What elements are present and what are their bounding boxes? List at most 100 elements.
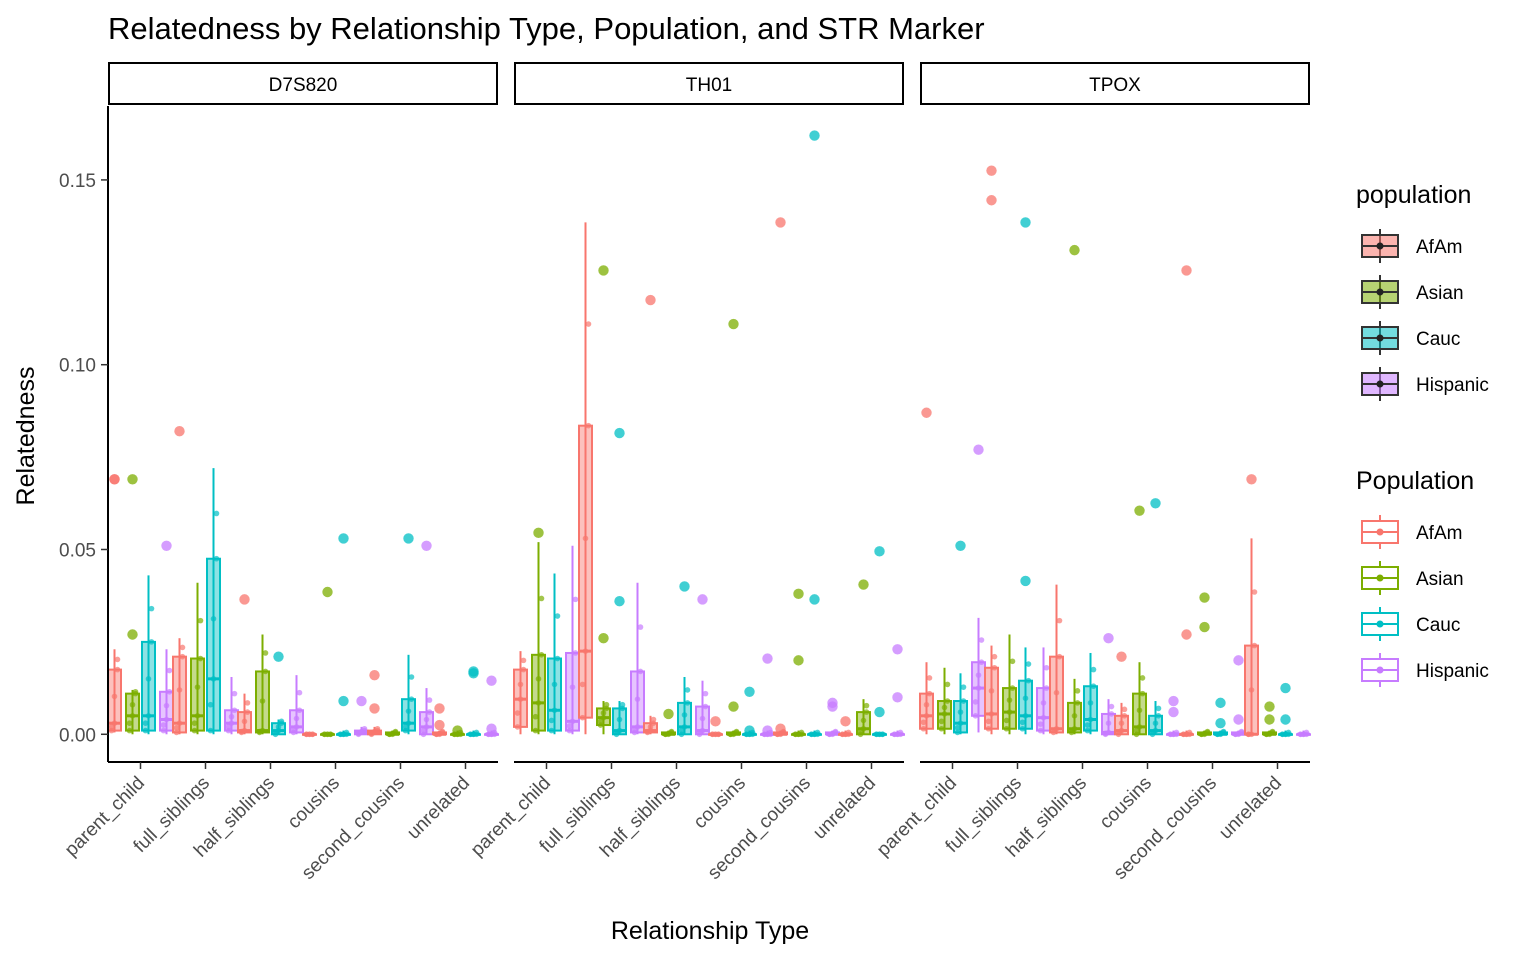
data-point xyxy=(696,729,703,736)
data-point xyxy=(259,698,266,704)
facet-panel-th01: TH01parent_childfull_siblingshalf_siblin… xyxy=(467,62,905,884)
data-point xyxy=(579,714,586,721)
data-point xyxy=(231,690,238,697)
legend-point xyxy=(1376,380,1384,388)
outlier-point xyxy=(744,725,755,736)
x-tick-label: cousins xyxy=(284,773,344,833)
data-point xyxy=(715,731,722,738)
facet-strip-box xyxy=(920,62,1310,105)
data-point xyxy=(926,675,933,681)
data-point xyxy=(1043,685,1050,691)
outlier-point xyxy=(369,669,380,681)
data-point xyxy=(408,696,415,702)
data-point xyxy=(197,655,204,662)
data-point xyxy=(569,718,576,725)
legend-point xyxy=(1376,334,1384,342)
outlier-point xyxy=(273,651,284,662)
data-point xyxy=(514,710,521,716)
data-point xyxy=(1133,727,1140,734)
box-cauc-second_cousins xyxy=(401,533,416,735)
data-point xyxy=(191,720,198,726)
box-afam-second_cousins xyxy=(1179,265,1194,738)
box-asian-full_siblings xyxy=(596,265,611,735)
data-point xyxy=(1022,695,1029,702)
data-point xyxy=(145,676,152,682)
legend-label: Cauc xyxy=(1416,329,1460,350)
data-point xyxy=(132,688,139,695)
box-asian-second_cousins xyxy=(791,588,806,738)
legend-point xyxy=(1376,666,1384,674)
data-point xyxy=(1056,617,1063,624)
data-point xyxy=(262,650,269,656)
outlier-point xyxy=(1280,682,1291,694)
data-point xyxy=(941,704,948,711)
data-point xyxy=(681,712,688,718)
outlier-point xyxy=(421,540,432,551)
data-point xyxy=(1245,731,1252,738)
data-point xyxy=(309,731,316,738)
outlier-point xyxy=(986,165,997,176)
legend-label: Hispanic xyxy=(1416,375,1489,396)
outlier-point xyxy=(356,695,367,707)
box-cauc-full_siblings xyxy=(206,468,221,735)
data-point xyxy=(637,624,644,630)
box-afam-full_siblings xyxy=(984,165,999,735)
data-point xyxy=(114,656,121,663)
data-point xyxy=(290,726,297,733)
outlier-point xyxy=(892,692,903,703)
data-point xyxy=(1248,687,1255,693)
data-point xyxy=(166,688,173,695)
data-point xyxy=(473,729,480,736)
box-asian-second_cousins xyxy=(385,728,400,738)
data-point xyxy=(535,700,542,706)
data-point xyxy=(126,727,133,734)
outlier-point xyxy=(161,540,172,551)
outlier-point xyxy=(1264,714,1275,725)
outlier-point xyxy=(744,686,755,697)
outlier-point xyxy=(369,703,380,714)
outlier-point xyxy=(1103,632,1114,644)
box-hispanic-unrelated xyxy=(484,675,499,738)
outlier-point xyxy=(109,474,120,485)
legend-label: AfAm xyxy=(1416,523,1462,544)
data-point xyxy=(374,725,381,732)
outlier-point xyxy=(127,629,138,640)
outlier-point xyxy=(598,632,609,644)
data-point xyxy=(1074,700,1081,706)
box-afam-half_siblings xyxy=(237,594,252,736)
data-point xyxy=(166,667,173,674)
outlier-point xyxy=(452,725,463,736)
data-point xyxy=(1050,727,1057,734)
box-hispanic-half_siblings xyxy=(695,594,710,738)
data-point xyxy=(1121,706,1128,713)
data-point xyxy=(988,688,995,694)
outlier-point xyxy=(762,725,773,736)
data-point xyxy=(1204,728,1211,735)
data-point xyxy=(142,720,149,726)
outlier-point xyxy=(1134,505,1145,516)
data-point xyxy=(603,701,610,708)
box-iqr xyxy=(206,557,221,732)
data-point xyxy=(1040,700,1047,706)
legend-label: Hispanic xyxy=(1416,661,1489,682)
data-point xyxy=(554,613,561,619)
data-point xyxy=(256,728,263,735)
outlier-point xyxy=(338,533,349,544)
box-asian-cousins xyxy=(320,586,335,738)
data-point xyxy=(991,653,998,660)
data-point xyxy=(173,725,180,731)
box-hispanic-second_cousins xyxy=(825,697,840,738)
data-point xyxy=(439,728,446,735)
box-hispanic-second_cousins xyxy=(1231,655,1246,738)
data-point xyxy=(814,729,821,736)
legend-point xyxy=(1376,574,1384,582)
box-asian-second_cousins xyxy=(1197,592,1212,738)
box-afam-second_cousins xyxy=(773,217,788,738)
outlier-point xyxy=(598,265,609,276)
outlier-point xyxy=(1233,714,1244,725)
data-point xyxy=(585,321,592,327)
outlier-point xyxy=(793,588,804,600)
y-tick-label: 0.05 xyxy=(59,540,96,561)
box-hispanic-full_siblings xyxy=(224,676,239,735)
data-point xyxy=(579,681,586,688)
